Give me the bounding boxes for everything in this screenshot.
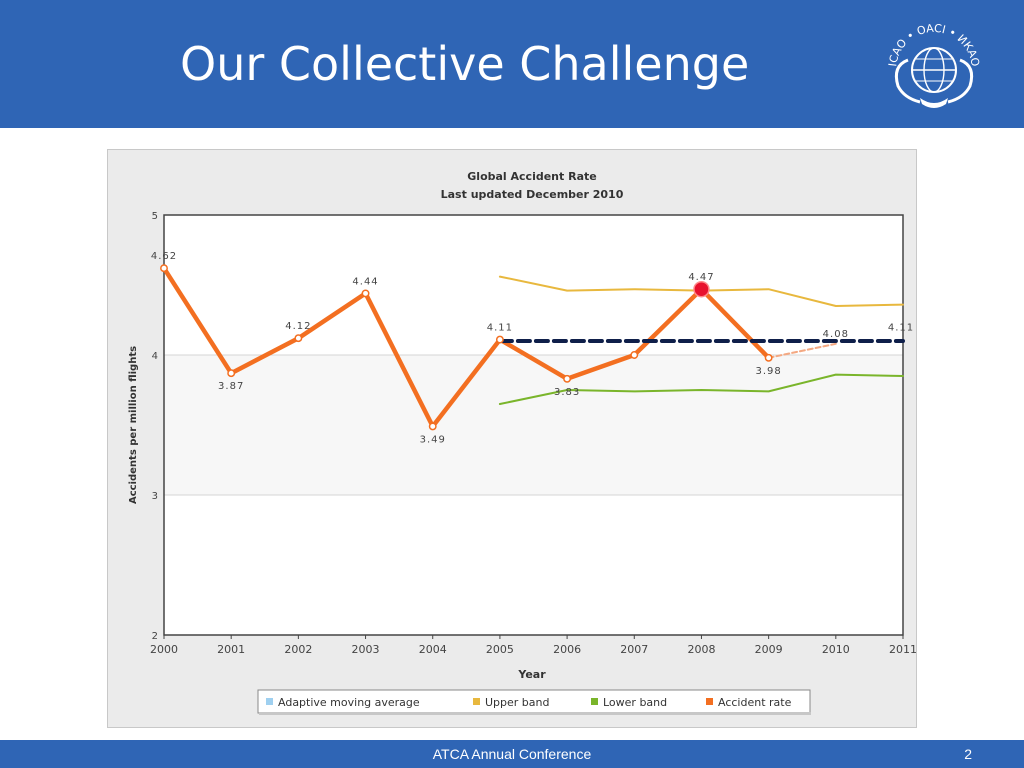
end-value-label: 4.11 [888,323,914,334]
data-point [160,264,168,273]
chart-subtitle: Last updated December 2010 [441,188,624,201]
data-point [428,422,437,431]
slide-title: Our Collective Challenge [180,37,750,91]
legend-swatch [591,698,598,705]
projection-label: 4.08 [823,329,849,340]
page-number: 2 [964,746,972,762]
icao-emblem-icon: ICAO • OACI • ИКАО [886,22,982,108]
x-tick-label: 2005 [486,643,514,656]
slide-header: Our Collective Challenge ICAO • OACI • И… [0,0,1024,128]
chart-legend: Adaptive moving average Upper band Lower b… [257,689,811,715]
data-point [630,351,639,359]
x-tick-label: 2000 [150,643,178,656]
projection-line [767,342,837,359]
data-point [227,369,236,378]
plot-frame [163,214,904,636]
legend-item-label: Accident rate [718,696,792,709]
legend-item-label: Lower band [603,696,667,709]
data-label: 4.44 [352,276,378,287]
data-point [495,335,504,344]
accident-rate-line [161,265,771,429]
x-axis-label: Year [517,668,546,681]
legend-item-label: Adaptive moving average [278,696,420,709]
y-tick-label: 5 [152,211,158,222]
x-tick-label: 2006 [553,643,581,656]
x-tick-label: 2007 [620,643,648,656]
chart-title: Global Accident Rate [467,170,596,183]
x-tick-label: 2009 [755,643,783,656]
legend-shadow [259,712,811,715]
lower-band-line [498,373,904,405]
x-tick-label: 2008 [687,643,715,656]
y-axis-label: Accidents per million flights [128,346,139,504]
data-point [294,334,303,343]
data-point [361,289,370,298]
x-tick-label: 2001 [217,643,245,656]
legend-swatch [706,698,713,705]
highlight-point [693,280,710,298]
legend-swatch [473,698,480,705]
data-label: 4.12 [285,321,311,332]
y-tick-label: 4 [152,351,158,362]
chart-frame: Global Accident Rate Last updated Decembe… [107,149,917,728]
data-point [764,353,773,362]
y-tick-label: 2 [152,631,158,642]
data-label: 4.47 [688,272,714,283]
legend-swatch [266,698,273,705]
data-label: 3.87 [218,381,244,392]
x-tick-label: 2002 [284,643,312,656]
plot-band [164,355,903,495]
x-tick-label: 2011 [889,643,917,656]
accident-rate-chart: Global Accident Rate Last updated Decembe… [128,170,917,715]
x-tick-label: 2003 [352,643,380,656]
data-point [563,374,572,383]
plot-band [164,215,903,355]
legend-item-label: Upper band [485,696,549,709]
plot-band [164,495,903,635]
data-label: 4.11 [487,323,513,334]
x-tick-label: 2010 [822,643,850,656]
data-label: 3.98 [756,366,782,377]
data-label: 3.49 [420,434,446,445]
y-tick-label: 3 [152,491,158,502]
x-tick-label: 2004 [419,643,447,656]
data-label: 4.62 [151,251,177,262]
footer-text: ATCA Annual Conference [432,746,592,762]
logo-text: ICAO • OACI • ИКАО [886,22,982,68]
slide-footer: ATCA Annual Conference 2 [0,740,1024,768]
data-label: 3.83 [554,387,580,398]
